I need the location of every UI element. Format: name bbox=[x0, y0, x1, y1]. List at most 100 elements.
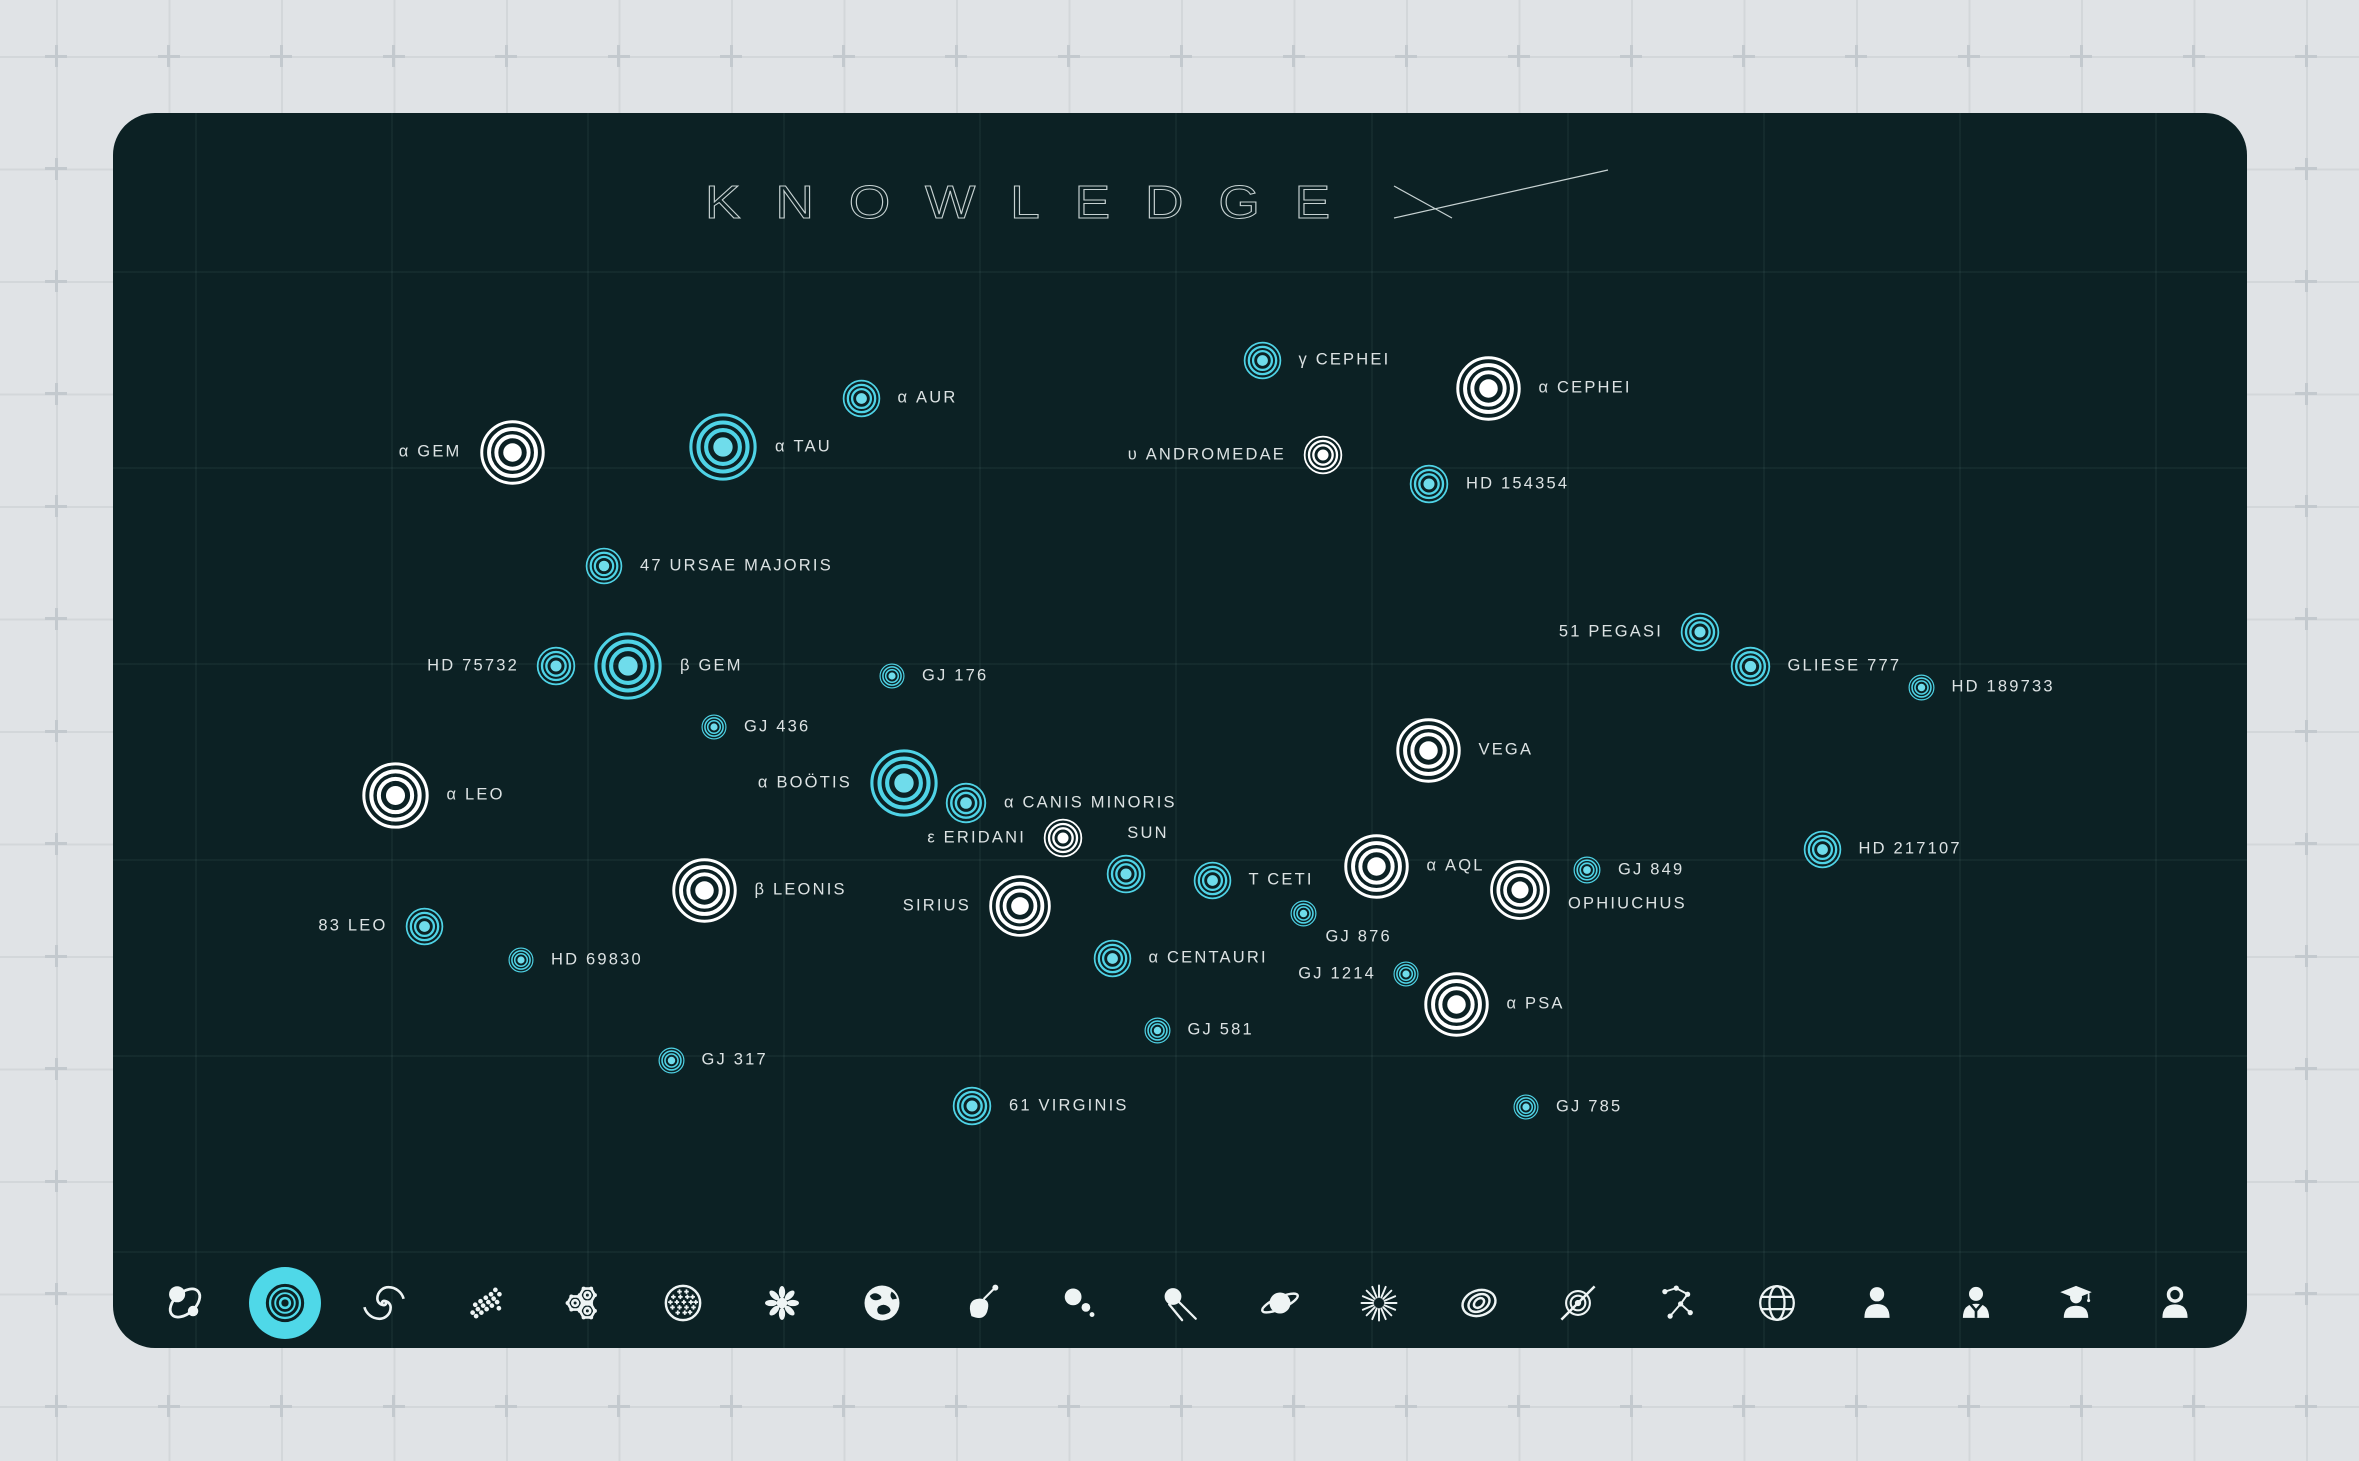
toolbar-item-planet-earth[interactable] bbox=[846, 1267, 918, 1339]
star-node[interactable]: α BOÖTIS bbox=[758, 748, 939, 818]
toolbar-item-quasar[interactable] bbox=[1542, 1267, 1614, 1339]
grid-cross bbox=[45, 45, 67, 67]
toolbar-item-galaxy-swirl[interactable] bbox=[1443, 1267, 1515, 1339]
star-node[interactable]: 83 LEO bbox=[318, 907, 444, 946]
user-icon bbox=[1856, 1282, 1898, 1324]
star-node[interactable]: GJ 436 bbox=[701, 714, 808, 740]
star-node[interactable]: HD 69830 bbox=[508, 947, 641, 973]
star-node[interactable]: T CETI bbox=[1193, 861, 1311, 900]
star-node[interactable]: 47 URSAE MAJORIS bbox=[585, 547, 831, 585]
orbital-gem-icon bbox=[761, 1282, 803, 1324]
grid-cross bbox=[2295, 382, 2317, 405]
toolbar-item-globe[interactable] bbox=[1741, 1267, 1813, 1339]
star-rings-icon bbox=[1144, 1017, 1171, 1049]
grid-cross bbox=[495, 45, 517, 67]
star-node[interactable]: GJ 876 bbox=[1290, 900, 1390, 946]
star-node[interactable]: 51 PEGASI bbox=[1559, 612, 1720, 652]
toolbar-item-molecule[interactable] bbox=[547, 1267, 619, 1339]
toolbar-item-star-system[interactable] bbox=[248, 1267, 321, 1339]
star-node[interactable]: α AUR bbox=[842, 379, 955, 418]
grid-cross bbox=[45, 1282, 67, 1305]
grid-cross bbox=[382, 45, 405, 67]
star-node[interactable]: GJ 785 bbox=[1513, 1094, 1620, 1120]
toolbar-item-star-cluster[interactable] bbox=[448, 1267, 520, 1339]
star-rings-icon bbox=[1908, 674, 1935, 706]
toolbar-item-user-profile[interactable] bbox=[2139, 1267, 2211, 1339]
star-node[interactable]: β LEONIS bbox=[671, 857, 844, 924]
star-node[interactable]: α CENTAURI bbox=[1093, 939, 1266, 978]
grid-cross bbox=[1057, 1395, 1080, 1417]
grid-cross bbox=[45, 1395, 67, 1417]
grid-cross bbox=[2070, 45, 2092, 67]
star-node[interactable]: α GEM bbox=[399, 419, 546, 486]
star-node[interactable]: HD 189733 bbox=[1908, 674, 2053, 701]
star-node[interactable]: α LEO bbox=[361, 761, 502, 830]
grid-cross bbox=[720, 45, 742, 67]
star-label: SUN bbox=[1127, 824, 1169, 842]
space-probe-icon bbox=[960, 1282, 1002, 1324]
star-node[interactable]: 61 VIRGINIS bbox=[952, 1086, 1126, 1126]
toolbar-item-spiral-galaxy[interactable] bbox=[348, 1267, 420, 1339]
toolbar-item-space-probe[interactable] bbox=[945, 1267, 1017, 1339]
star-label: 47 URSAE MAJORIS bbox=[640, 556, 833, 575]
graduate-icon bbox=[2055, 1282, 2097, 1324]
star-node[interactable]: GJ 849 bbox=[1573, 856, 1682, 884]
star-node[interactable]: β GEM bbox=[593, 631, 740, 701]
star-node[interactable]: γ CEPHEI bbox=[1243, 341, 1388, 380]
grid-cross bbox=[2182, 1395, 2205, 1417]
toolbar-item-graduate[interactable] bbox=[2040, 1267, 2112, 1339]
user-tie-icon bbox=[1955, 1282, 1997, 1324]
star-rings-icon bbox=[1193, 861, 1232, 905]
star-node[interactable]: VEGA bbox=[1395, 717, 1531, 784]
constellation-icon bbox=[1657, 1282, 1699, 1324]
star-node[interactable]: HD 75732 bbox=[427, 646, 576, 686]
star-node[interactable]: α TAU bbox=[688, 412, 830, 482]
ringed-planet-icon bbox=[1259, 1282, 1301, 1324]
star-node[interactable]: SIRIUS bbox=[903, 874, 1052, 938]
star-node[interactable]: HD 154354 bbox=[1409, 464, 1567, 504]
toolbar-item-binary-system[interactable] bbox=[149, 1267, 221, 1339]
toolbar-item-comet[interactable] bbox=[1144, 1267, 1216, 1339]
star-node[interactable]: OPHIUCHUS bbox=[1489, 859, 1685, 921]
planet-earth-icon bbox=[861, 1282, 903, 1324]
star-node[interactable]: ε ERIDANI bbox=[927, 818, 1083, 858]
star-node[interactable]: GJ 176 bbox=[879, 663, 986, 689]
toolbar-item-ringed-planet[interactable] bbox=[1244, 1267, 1316, 1339]
toolbar-item-orbital-gem[interactable] bbox=[746, 1267, 818, 1339]
star-node[interactable]: α CEPHEI bbox=[1455, 355, 1629, 422]
star-rings-icon bbox=[1513, 1094, 1539, 1125]
star-node[interactable]: α CANIS MINORIS bbox=[945, 782, 1175, 824]
star-label: α GEM bbox=[398, 442, 462, 461]
grid-cross bbox=[45, 270, 67, 292]
toolbar-item-user-tie[interactable] bbox=[1940, 1267, 2012, 1339]
grid-cross bbox=[45, 1170, 67, 1192]
star-node[interactable]: GJ 1214 bbox=[1298, 961, 1419, 987]
toolbar-item-sun[interactable] bbox=[1343, 1267, 1415, 1339]
grid-cross bbox=[2295, 1282, 2317, 1305]
toolbar-item-moons[interactable] bbox=[1045, 1267, 1117, 1339]
grid-cross bbox=[1732, 1395, 1755, 1417]
star-node[interactable]: GLIESE 777 bbox=[1730, 646, 1899, 687]
toolbar-item-constellation[interactable] bbox=[1642, 1267, 1714, 1339]
star-node[interactable]: SUN bbox=[1106, 824, 1166, 894]
star-label: GJ 436 bbox=[744, 717, 811, 736]
toolbar-item-user[interactable] bbox=[1841, 1267, 1913, 1339]
toolbar-item-globular-cluster[interactable] bbox=[647, 1267, 719, 1339]
comet-icon bbox=[1159, 1282, 1201, 1324]
grid-cross bbox=[1957, 1395, 1980, 1417]
star-node[interactable]: α AQL bbox=[1343, 833, 1482, 900]
grid-cross bbox=[45, 832, 67, 855]
grid-cross bbox=[1845, 45, 1867, 67]
star-label: HD 75732 bbox=[427, 656, 519, 675]
star-node[interactable]: GJ 317 bbox=[658, 1047, 766, 1074]
grid-cross bbox=[2295, 157, 2317, 180]
globe-icon bbox=[1756, 1282, 1798, 1324]
star-node[interactable]: υ ANDROMEDAE bbox=[1128, 435, 1343, 475]
star-node[interactable]: HD 217107 bbox=[1803, 830, 1960, 869]
grid-cross bbox=[1395, 1395, 1417, 1417]
star-node[interactable]: α PSA bbox=[1423, 971, 1562, 1038]
galaxy-swirl-icon bbox=[1458, 1282, 1500, 1324]
star-node[interactable]: GJ 581 bbox=[1144, 1017, 1252, 1044]
star-rings-icon bbox=[1343, 833, 1410, 905]
grid-cross bbox=[2295, 270, 2317, 292]
